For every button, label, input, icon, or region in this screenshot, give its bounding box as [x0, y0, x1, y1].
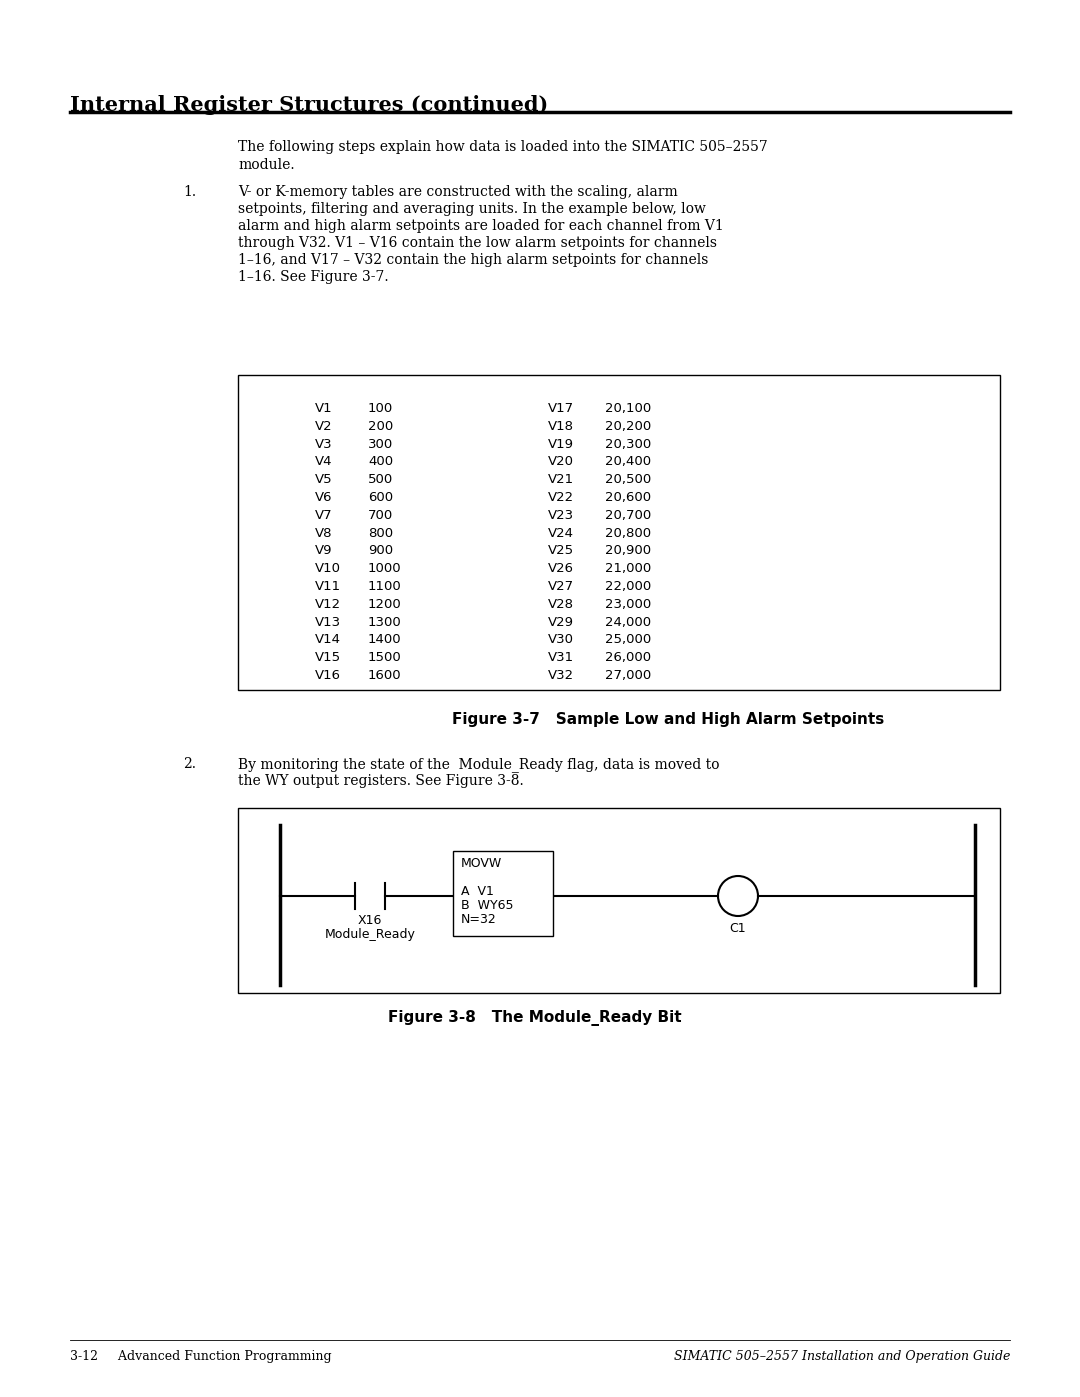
- Text: 1.: 1.: [183, 184, 197, 198]
- Text: 1200: 1200: [368, 598, 402, 610]
- Bar: [238, 374, 1000, 690]
- Text: V17: V17: [548, 402, 575, 415]
- Text: 22,000: 22,000: [605, 580, 651, 592]
- Text: V16: V16: [315, 669, 341, 682]
- Text: 200: 200: [368, 420, 393, 433]
- Text: 1500: 1500: [368, 651, 402, 664]
- Text: through V32. V1 – V16 contain the low alarm setpoints for channels: through V32. V1 – V16 contain the low al…: [238, 236, 717, 250]
- Text: 500: 500: [368, 474, 393, 486]
- Text: 700: 700: [368, 509, 393, 522]
- Text: V20: V20: [548, 455, 573, 468]
- Text: the WY output registers. See Figure 3-8.: the WY output registers. See Figure 3-8.: [238, 774, 524, 788]
- Text: V22: V22: [548, 490, 575, 504]
- Text: MOVW: MOVW: [461, 856, 502, 870]
- Text: V31: V31: [548, 651, 575, 664]
- Text: 20,300: 20,300: [605, 437, 651, 451]
- Text: 300: 300: [368, 437, 393, 451]
- Text: V13: V13: [315, 616, 341, 629]
- Text: V19: V19: [548, 437, 573, 451]
- Text: alarm and high alarm setpoints are loaded for each channel from V1: alarm and high alarm setpoints are loade…: [238, 219, 724, 233]
- Text: 20,900: 20,900: [605, 545, 651, 557]
- Text: 1–16. See Figure 3-7.: 1–16. See Figure 3-7.: [238, 270, 389, 284]
- Text: V10: V10: [315, 562, 341, 576]
- Text: V29: V29: [548, 616, 573, 629]
- Text: V26: V26: [548, 562, 573, 576]
- Text: V1: V1: [315, 402, 333, 415]
- Bar: [238, 807, 1000, 993]
- Text: V30: V30: [548, 633, 573, 647]
- Text: V18: V18: [548, 420, 573, 433]
- Text: 1100: 1100: [368, 580, 402, 592]
- Text: 800: 800: [368, 527, 393, 539]
- Text: V3: V3: [315, 437, 333, 451]
- Text: 3-12     Advanced Function Programming: 3-12 Advanced Function Programming: [70, 1350, 332, 1363]
- Text: V2: V2: [315, 420, 333, 433]
- Text: V32: V32: [548, 669, 575, 682]
- Text: 1000: 1000: [368, 562, 402, 576]
- Text: 25,000: 25,000: [605, 633, 651, 647]
- Text: V5: V5: [315, 474, 333, 486]
- Text: 26,000: 26,000: [605, 651, 651, 664]
- Text: V7: V7: [315, 509, 333, 522]
- Text: 20,500: 20,500: [605, 474, 651, 486]
- Text: 400: 400: [368, 455, 393, 468]
- Text: SIMATIC 505–2557 Installation and Operation Guide: SIMATIC 505–2557 Installation and Operat…: [674, 1350, 1010, 1363]
- Text: 20,200: 20,200: [605, 420, 651, 433]
- Text: setpoints, filtering and averaging units. In the example below, low: setpoints, filtering and averaging units…: [238, 203, 706, 217]
- Text: 1300: 1300: [368, 616, 402, 629]
- Text: 21,000: 21,000: [605, 562, 651, 576]
- Text: V4: V4: [315, 455, 333, 468]
- Text: V8: V8: [315, 527, 333, 539]
- Bar: [453, 851, 553, 936]
- Text: Figure 3-7: Figure 3-7: [453, 712, 540, 726]
- Text: V14: V14: [315, 633, 341, 647]
- Text: The following steps explain how data is loaded into the SIMATIC 505–2557: The following steps explain how data is …: [238, 140, 768, 154]
- Text: 24,000: 24,000: [605, 616, 651, 629]
- Text: 27,000: 27,000: [605, 669, 651, 682]
- Text: 20,700: 20,700: [605, 509, 651, 522]
- Text: B  WY65: B WY65: [461, 900, 513, 912]
- Text: V24: V24: [548, 527, 573, 539]
- Text: 900: 900: [368, 545, 393, 557]
- Text: V28: V28: [548, 598, 573, 610]
- Text: V21: V21: [548, 474, 575, 486]
- Text: 20,400: 20,400: [605, 455, 651, 468]
- Text: 20,100: 20,100: [605, 402, 651, 415]
- Text: 1–16, and V17 – V32 contain the high alarm setpoints for channels: 1–16, and V17 – V32 contain the high ala…: [238, 253, 708, 267]
- Text: The Module_Ready Bit: The Module_Ready Bit: [476, 1010, 681, 1025]
- Text: V15: V15: [315, 651, 341, 664]
- Text: Figure 3-8: Figure 3-8: [388, 1010, 476, 1025]
- Text: Sample Low and High Alarm Setpoints: Sample Low and High Alarm Setpoints: [540, 712, 885, 726]
- Text: V27: V27: [548, 580, 575, 592]
- Text: X16: X16: [357, 914, 382, 928]
- Text: module.: module.: [238, 158, 295, 172]
- Text: V- or K-memory tables are constructed with the scaling, alarm: V- or K-memory tables are constructed wi…: [238, 184, 678, 198]
- Text: 20,800: 20,800: [605, 527, 651, 539]
- Text: 100: 100: [368, 402, 393, 415]
- Text: Internal Register Structures (continued): Internal Register Structures (continued): [70, 95, 549, 115]
- Text: By monitoring the state of the  Module_Ready flag, data is moved to: By monitoring the state of the Module_Re…: [238, 757, 719, 773]
- Text: C1: C1: [730, 922, 746, 935]
- Text: 1400: 1400: [368, 633, 402, 647]
- Text: V23: V23: [548, 509, 575, 522]
- Text: 20,600: 20,600: [605, 490, 651, 504]
- Text: 600: 600: [368, 490, 393, 504]
- Text: Module_Ready: Module_Ready: [325, 928, 416, 942]
- Text: V6: V6: [315, 490, 333, 504]
- Text: A  V1: A V1: [461, 886, 494, 898]
- Text: V11: V11: [315, 580, 341, 592]
- Text: 1600: 1600: [368, 669, 402, 682]
- Text: 23,000: 23,000: [605, 598, 651, 610]
- Text: V9: V9: [315, 545, 333, 557]
- Text: N=32: N=32: [461, 914, 497, 926]
- Text: V12: V12: [315, 598, 341, 610]
- Text: 2.: 2.: [183, 757, 195, 771]
- Text: V25: V25: [548, 545, 575, 557]
